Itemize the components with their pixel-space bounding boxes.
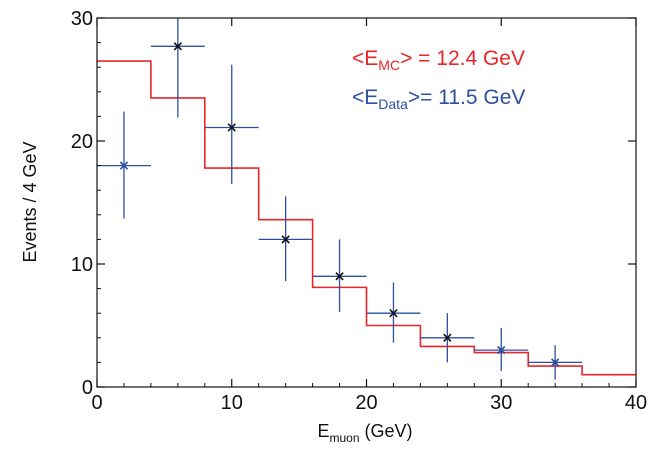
mc-histogram [97, 60, 636, 376]
legend-mc-mean: <EMC> = 12.4 GeV [352, 47, 525, 73]
data-point [97, 111, 151, 219]
data-point-marker [281, 235, 290, 244]
y-tick-label: 0 [82, 377, 93, 399]
data-point [150, 18, 205, 118]
data-point-marker [497, 345, 506, 355]
mc-histogram-line [97, 60, 636, 376]
data-point-marker [389, 309, 398, 318]
data-point [312, 239, 367, 312]
data-point-marker [227, 123, 236, 132]
data-point [258, 196, 313, 282]
y-tick-label: 30 [71, 8, 93, 30]
data-point [204, 64, 259, 185]
data-point-marker [335, 272, 344, 281]
x-tick-label: 10 [221, 392, 243, 414]
data-points [97, 18, 583, 380]
axis-ticks: 0 10 20 30 40 0 10 20 30 [71, 8, 647, 414]
x-axis-title-subscript: muon [329, 431, 359, 445]
data-point-marker [550, 358, 560, 367]
x-tick-label: 0 [91, 392, 102, 414]
data-point-marker [119, 161, 129, 170]
data-point [366, 282, 421, 343]
data-point-marker [173, 42, 183, 51]
x-tick-label: 30 [490, 392, 512, 414]
data-point-marker [443, 333, 452, 342]
data-point [420, 313, 475, 363]
data-point [528, 345, 583, 380]
y-tick-label: 20 [71, 131, 93, 153]
data-point [474, 327, 529, 372]
x-tick-label: 20 [355, 392, 377, 414]
x-axis-title: Emuon (GeV) [317, 421, 412, 445]
y-axis-title: Events / 4 GeV [20, 141, 40, 262]
x-tick-label: 40 [625, 392, 647, 414]
legend-data-mean: <EData>= 11.5 GeV [352, 86, 525, 112]
y-tick-label: 10 [71, 254, 93, 276]
